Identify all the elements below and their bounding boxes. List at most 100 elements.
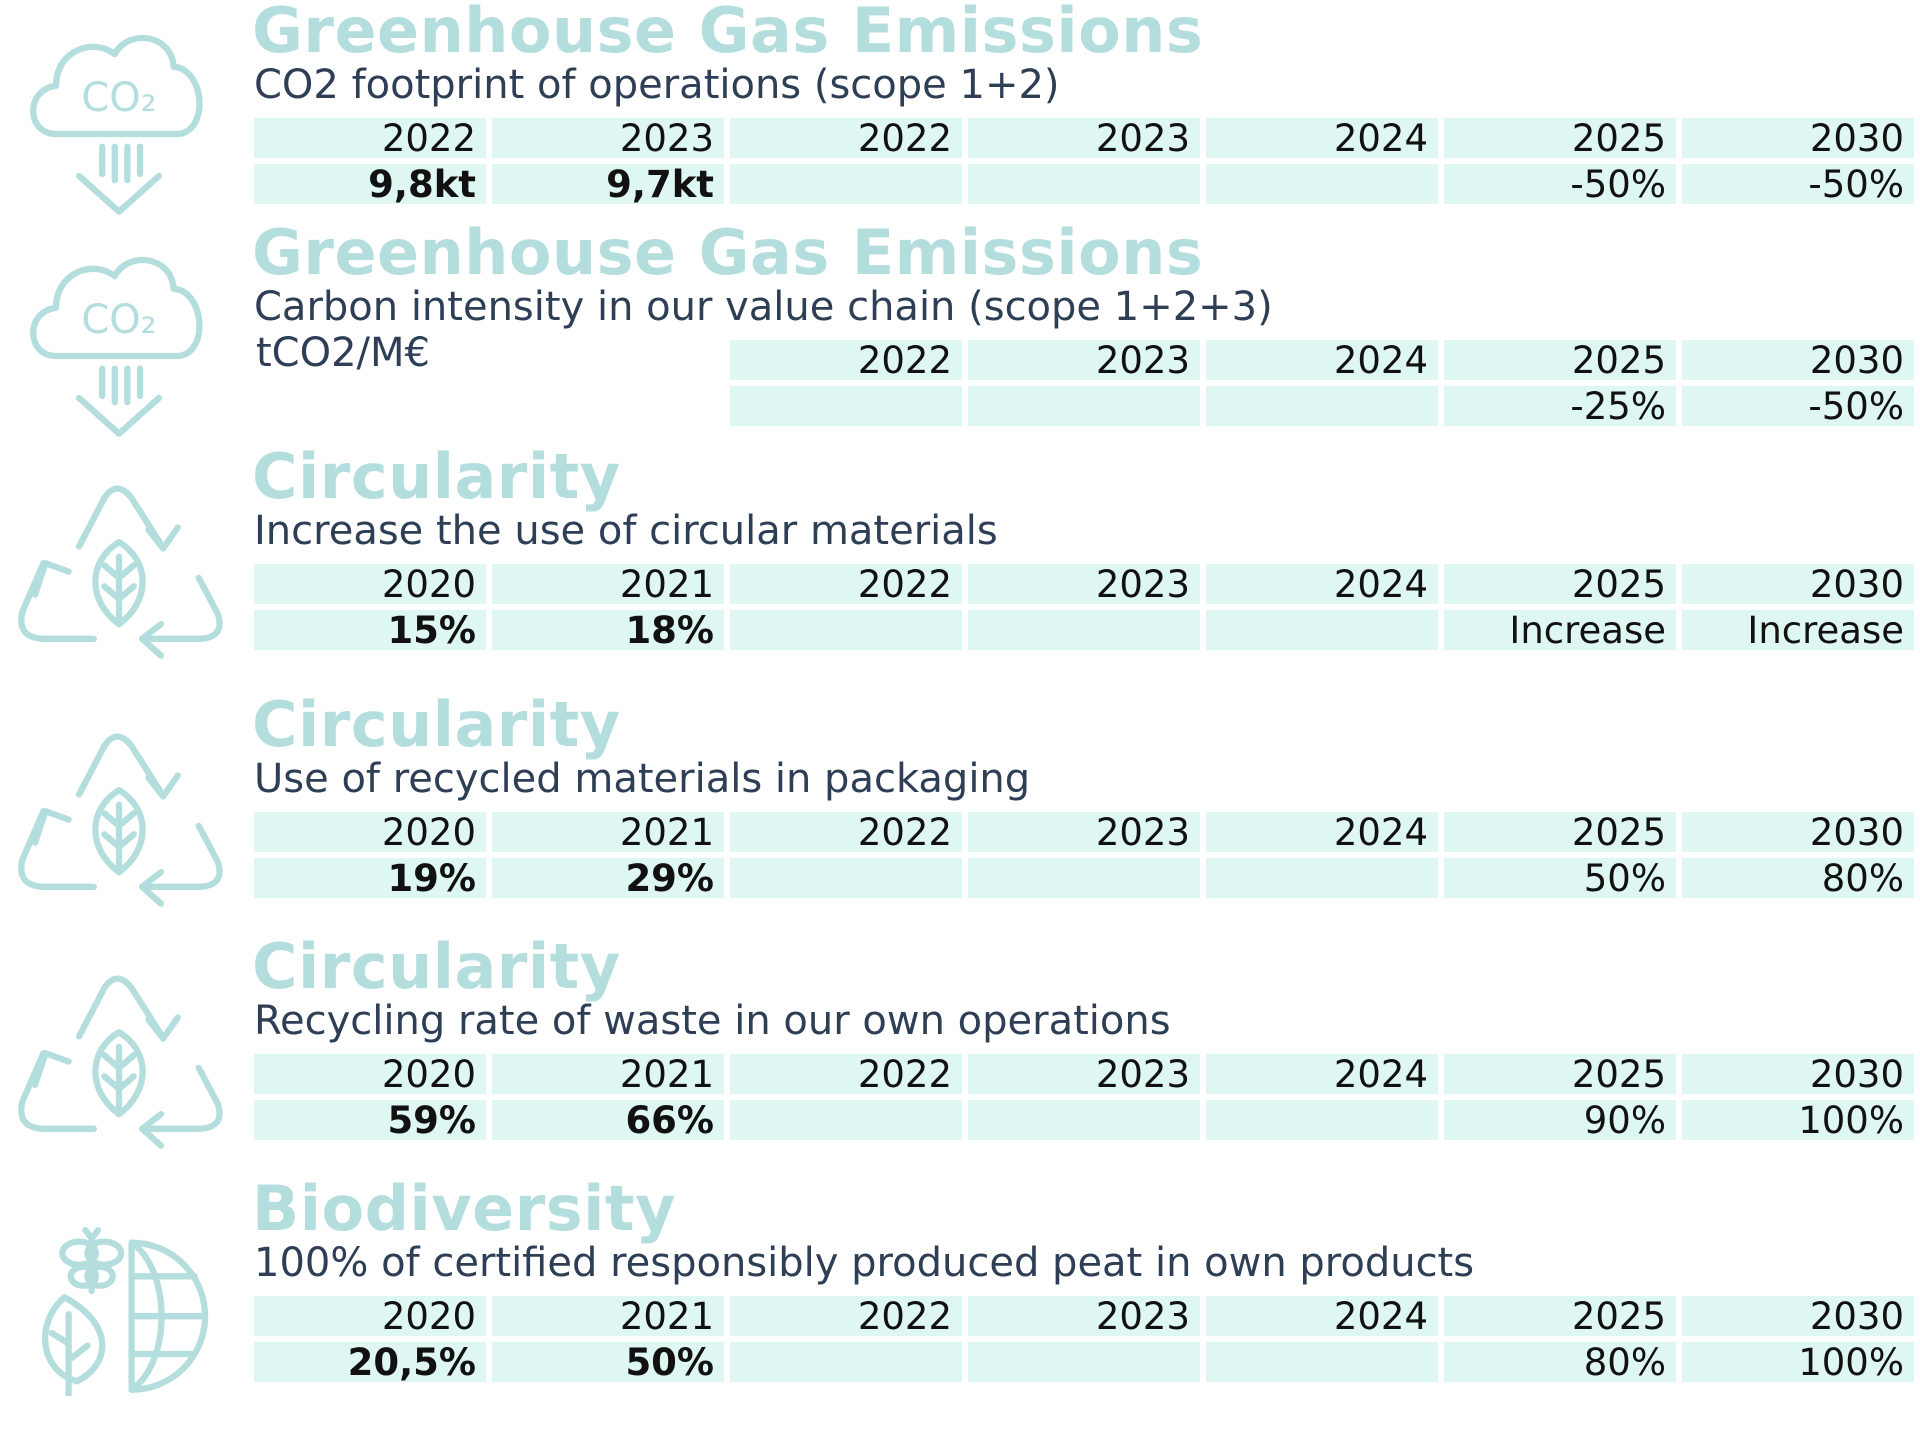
- section-ghg-scope123: CO₂ Greenhouse Gas Emissions Carbon inte…: [0, 218, 1920, 444]
- value-cell: [730, 858, 962, 898]
- value-cell: [730, 1100, 962, 1140]
- section-title: Biodiversity: [252, 1172, 676, 1245]
- target-cell: -50%: [1682, 164, 1914, 204]
- metrics-table: 2020 2021 2022 2023 2024 2025 2030 59% 6…: [254, 1054, 1916, 1144]
- year-cell: 2024: [1206, 1054, 1438, 1094]
- section-title: Circularity: [252, 930, 621, 1003]
- target-cell: Increase: [1444, 610, 1676, 650]
- year-cell: 2022: [730, 564, 962, 604]
- metrics-table: 2022 2023 2024 2025 2030 -25% -50%: [254, 340, 1916, 430]
- value-cell: [1206, 164, 1438, 204]
- year-cell: 2022: [730, 1054, 962, 1094]
- year-cell: 2022: [730, 118, 962, 158]
- year-cell: 2030: [1682, 564, 1914, 604]
- year-cell: 2023: [968, 812, 1200, 852]
- value-cell: [968, 1100, 1200, 1140]
- year-cell: 2030: [1682, 1054, 1914, 1094]
- value-cell: 9,7kt: [492, 164, 724, 204]
- svg-text:CO₂: CO₂: [81, 75, 156, 121]
- metrics-table: 2020 2021 2022 2023 2024 2025 2030 19% 2…: [254, 812, 1916, 902]
- value-cell: 66%: [492, 1100, 724, 1140]
- co2-cloud-icon: CO₂: [14, 8, 224, 218]
- year-cell: 2030: [1682, 812, 1914, 852]
- target-cell: 100%: [1682, 1100, 1914, 1140]
- year-cell: 2020: [254, 1296, 486, 1336]
- year-cell: 2023: [968, 1054, 1200, 1094]
- section-subtitle: Carbon intensity in our value chain (sco…: [254, 284, 1273, 330]
- section-subtitle: Use of recycled materials in packaging: [254, 756, 1031, 802]
- value-cell: 29%: [492, 858, 724, 898]
- year-cell: 2023: [968, 1296, 1200, 1336]
- year-cell: 2023: [968, 340, 1200, 380]
- metrics-table: 2022 2023 2022 2023 2024 2025 2030 9,8kt…: [254, 118, 1916, 208]
- unit-label: tCO2/M€: [256, 330, 430, 376]
- recycle-leaf-icon: [14, 454, 224, 664]
- value-cell: 59%: [254, 1100, 486, 1140]
- year-cell: 2025: [1444, 340, 1676, 380]
- value-cell: 15%: [254, 610, 486, 650]
- value-cell: [1206, 610, 1438, 650]
- value-cell: 18%: [492, 610, 724, 650]
- value-cell: [968, 164, 1200, 204]
- year-cell: 2030: [1682, 1296, 1914, 1336]
- year-cell: 2025: [1444, 1054, 1676, 1094]
- year-cell: 2021: [492, 812, 724, 852]
- target-cell: 80%: [1444, 1342, 1676, 1382]
- section-subtitle: 100% of certified responsibly produced p…: [254, 1240, 1475, 1286]
- value-cell: [968, 858, 1200, 898]
- target-cell: -50%: [1682, 386, 1914, 426]
- year-cell: 2025: [1444, 812, 1676, 852]
- year-cell: 2023: [968, 564, 1200, 604]
- section-ghg-scope12: CO₂ Greenhouse Gas Emissions CO2 footpri…: [0, 0, 1920, 222]
- svg-text:CO₂: CO₂: [81, 297, 156, 343]
- target-cell: -50%: [1444, 164, 1676, 204]
- year-cell: 2020: [254, 564, 486, 604]
- value-cell: [968, 1342, 1200, 1382]
- biodiversity-globe-icon: [14, 1186, 224, 1400]
- target-cell: 90%: [1444, 1100, 1676, 1140]
- value-cell: 9,8kt: [254, 164, 486, 204]
- section-subtitle: Increase the use of circular materials: [254, 508, 998, 554]
- value-cell: [730, 610, 962, 650]
- year-cell: 2024: [1206, 118, 1438, 158]
- value-cell: [1206, 1100, 1438, 1140]
- year-cell: 2020: [254, 1054, 486, 1094]
- value-cell: [730, 386, 962, 426]
- value-cell: 19%: [254, 858, 486, 898]
- value-cell: [1206, 858, 1438, 898]
- year-cell: 2024: [1206, 340, 1438, 380]
- value-cell: [1206, 1342, 1438, 1382]
- target-cell: Increase: [1682, 610, 1914, 650]
- year-cell: 2021: [492, 1054, 724, 1094]
- year-cell: 2024: [1206, 812, 1438, 852]
- value-cell: [730, 164, 962, 204]
- section-subtitle: Recycling rate of waste in our own opera…: [254, 998, 1171, 1044]
- section-circularity-waste: Circularity Recycling rate of waste in o…: [0, 932, 1920, 1176]
- value-cell: 50%: [492, 1342, 724, 1382]
- year-cell: 2024: [1206, 564, 1438, 604]
- value-cell: [968, 610, 1200, 650]
- section-title: Circularity: [252, 688, 621, 761]
- value-cell: [1206, 386, 1438, 426]
- section-circularity-materials: Circularity Increase the use of circular…: [0, 442, 1920, 686]
- year-cell: 2021: [492, 1296, 724, 1336]
- year-cell: 2022: [730, 340, 962, 380]
- target-cell: -25%: [1444, 386, 1676, 426]
- section-title: Greenhouse Gas Emissions: [252, 0, 1204, 67]
- year-cell: 2022: [730, 1296, 962, 1336]
- year-cell: 2022: [254, 118, 486, 158]
- value-cell: [730, 1342, 962, 1382]
- target-cell: 100%: [1682, 1342, 1914, 1382]
- co2-cloud-icon: CO₂: [14, 230, 224, 440]
- target-cell: 80%: [1682, 858, 1914, 898]
- recycle-leaf-icon: [14, 944, 224, 1154]
- metrics-table: 2020 2021 2022 2023 2024 2025 2030 15% 1…: [254, 564, 1916, 654]
- year-cell: 2021: [492, 564, 724, 604]
- year-cell: 2022: [730, 812, 962, 852]
- target-cell: 50%: [1444, 858, 1676, 898]
- year-cell: 2030: [1682, 340, 1914, 380]
- value-cell: [968, 386, 1200, 426]
- section-title: Circularity: [252, 440, 621, 513]
- year-cell: 2024: [1206, 1296, 1438, 1336]
- year-cell: 2030: [1682, 118, 1914, 158]
